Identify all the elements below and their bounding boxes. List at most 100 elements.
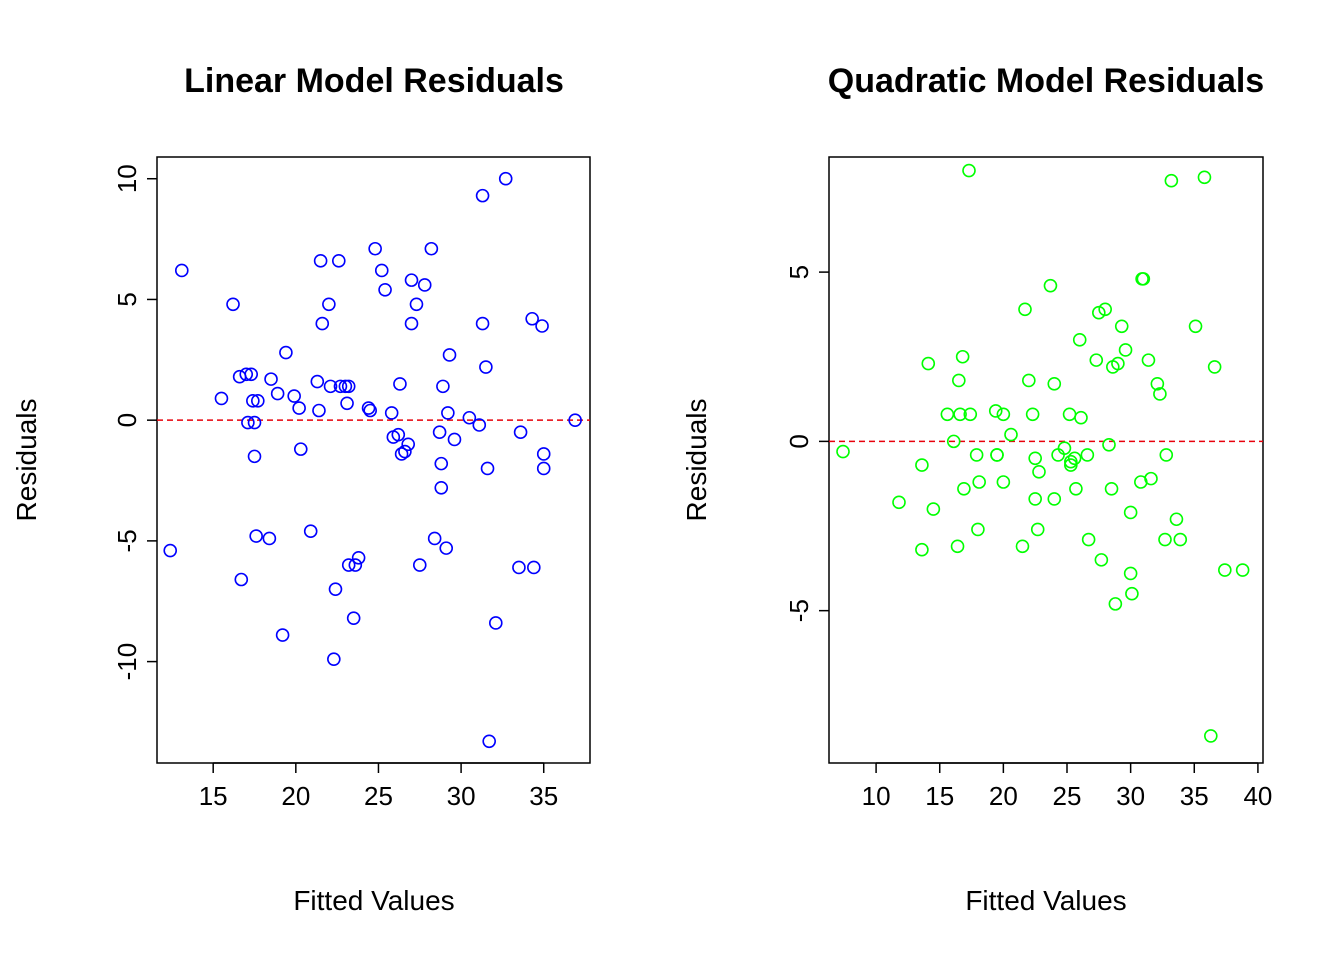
data-point [312, 403, 326, 418]
data-point [963, 407, 978, 422]
y-tick-label: 0 [784, 434, 814, 448]
data-point [1047, 377, 1062, 391]
data-point [1057, 441, 1072, 455]
data-point [313, 254, 328, 268]
data-point [1022, 373, 1036, 388]
data-point [1074, 410, 1088, 425]
data-point [1141, 353, 1156, 367]
data-point [287, 389, 301, 403]
data-point [432, 425, 447, 440]
data-point [361, 401, 376, 415]
data-point [249, 529, 263, 543]
data-point [1064, 454, 1078, 469]
data-point [1159, 448, 1174, 462]
x-axis-label: Fitted Values [965, 885, 1126, 916]
data-point [1197, 170, 1212, 185]
data-point [512, 560, 526, 575]
data-point [340, 396, 354, 411]
data-point [412, 558, 427, 572]
data-point [1069, 481, 1083, 496]
x-tick-label: 10 [862, 781, 891, 811]
chart-title: Quadratic Model Residuals [828, 62, 1264, 100]
data-point [1123, 566, 1138, 581]
data-point [1098, 302, 1112, 317]
x-tick-label: 25 [364, 781, 393, 811]
data-point [972, 475, 986, 489]
data-point [239, 367, 254, 382]
data-point [1173, 532, 1188, 547]
y-axis-label: Residuals [681, 399, 712, 522]
data-point [404, 273, 419, 287]
data-point [971, 522, 985, 537]
data-point [441, 406, 455, 420]
data-point [1025, 407, 1040, 422]
data-point [174, 263, 189, 278]
data-point [442, 348, 457, 362]
data-point [921, 356, 936, 371]
data-point [969, 448, 984, 462]
data-point [482, 734, 496, 749]
data-point [1111, 356, 1125, 371]
x-tick-label: 15 [199, 781, 228, 811]
data-point [275, 628, 290, 642]
y-tick-label: 0 [112, 413, 142, 427]
data-point [1089, 353, 1104, 367]
x-tick-label: 15 [925, 781, 954, 811]
data-point [1125, 586, 1139, 601]
data-point [1158, 532, 1172, 547]
data-point [310, 374, 325, 389]
data-point [346, 611, 361, 625]
data-point [1118, 343, 1133, 357]
data-point [401, 437, 416, 452]
data-point [341, 379, 356, 394]
data-point [1123, 505, 1138, 520]
data-point [479, 360, 493, 374]
data-point [536, 447, 551, 461]
data-point [568, 413, 582, 427]
data-point [1144, 471, 1158, 486]
data-point [315, 316, 330, 331]
data-point [475, 316, 490, 331]
chart-title: Linear Model Residuals [184, 62, 564, 100]
data-point [946, 434, 961, 449]
linear-residuals-panel: Linear Model Residuals Fitted Values Res… [11, 62, 591, 916]
data-point [1081, 532, 1096, 547]
data-point [1153, 387, 1167, 401]
data-point [996, 475, 1011, 489]
data-point [915, 458, 929, 472]
data-point [498, 171, 513, 186]
data-point [475, 188, 490, 203]
x-axis-label: Fitted Values [293, 885, 454, 916]
data-point [363, 403, 377, 418]
x-tick-label: 40 [1243, 781, 1272, 811]
data-point [962, 163, 976, 178]
x-tick-label: 35 [529, 781, 558, 811]
x-tick-label: 30 [1116, 781, 1145, 811]
data-point [1072, 333, 1087, 347]
data-point [1028, 451, 1042, 466]
data-point [952, 373, 966, 388]
data-point [1164, 173, 1179, 188]
data-point [1114, 319, 1129, 334]
data-point [990, 448, 1004, 462]
data-point [398, 444, 412, 459]
data-point [270, 386, 285, 401]
data-point [351, 550, 366, 565]
data-point [957, 481, 971, 496]
data-point [1235, 563, 1250, 577]
data-point [1204, 729, 1218, 743]
data-point [1104, 481, 1119, 496]
data-point [436, 379, 450, 394]
data-point [409, 297, 424, 312]
plot-area: 15 20 25 30 35 -10 -5 0 5 10 [112, 156, 591, 811]
data-point [391, 427, 406, 442]
data-point [1018, 302, 1032, 317]
data-point [378, 282, 392, 297]
data-point [368, 241, 382, 256]
data-point [417, 278, 432, 292]
data-point [1067, 451, 1082, 466]
data-point [247, 449, 262, 464]
data-point [488, 616, 503, 630]
data-point [434, 456, 449, 471]
